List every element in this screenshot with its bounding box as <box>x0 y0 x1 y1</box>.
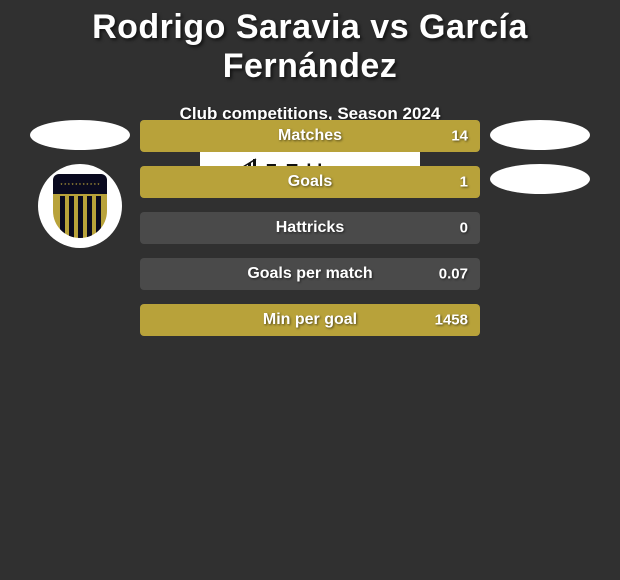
stat-label: Goals per match <box>247 265 372 283</box>
stat-value: 1 <box>460 174 468 191</box>
stat-label: Hattricks <box>276 219 344 237</box>
left-player-column: ★★★★★★★★★★★ <box>30 120 130 336</box>
stat-bar: Goals per match 0.07 <box>140 258 480 290</box>
stat-bar: Goals 1 <box>140 166 480 198</box>
stat-value: 0 <box>460 220 468 237</box>
columns: ★★★★★★★★★★★ Matches 14 Goals 1 Hattricks 0 Goa… <box>0 120 620 336</box>
page-title: Rodrigo Saravia vs García Fernández <box>0 0 620 86</box>
shield-icon: ★★★★★★★★★★★ <box>53 174 107 238</box>
stat-label: Min per goal <box>263 311 357 329</box>
stat-value: 0.07 <box>439 266 468 283</box>
stat-label: Matches <box>278 127 342 145</box>
stat-value: 1458 <box>435 312 468 329</box>
player-photo-placeholder <box>30 120 130 150</box>
right-player-column <box>490 120 590 336</box>
stat-bar: Hattricks 0 <box>140 212 480 244</box>
stat-bar: Min per goal 1458 <box>140 304 480 336</box>
comparison-card: Rodrigo Saravia vs García Fernández Club… <box>0 0 620 580</box>
player-photo-placeholder <box>490 120 590 150</box>
stat-label: Goals <box>288 173 332 191</box>
stat-bars: Matches 14 Goals 1 Hattricks 0 Goals per match… <box>140 120 480 336</box>
club-logo-penarol: ★★★★★★★★★★★ <box>38 164 122 248</box>
club-logo-placeholder <box>490 164 590 194</box>
stat-value: 14 <box>451 128 468 145</box>
stat-bar: Matches 14 <box>140 120 480 152</box>
